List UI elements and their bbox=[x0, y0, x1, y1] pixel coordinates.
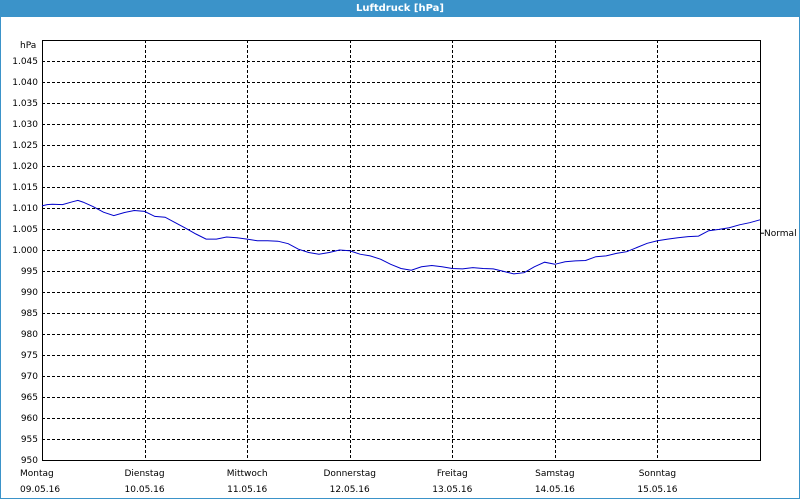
chart-title: Luftdruck [hPa] bbox=[356, 3, 444, 14]
normal-reference-label: Normal bbox=[764, 229, 797, 239]
y-tick-label: 1.025 bbox=[12, 141, 38, 151]
y-tick-label: 995 bbox=[21, 267, 38, 277]
x-tick-date-label: 09.05.16 bbox=[20, 485, 60, 495]
x-tick-day-label: Dienstag bbox=[125, 469, 165, 479]
y-tick-label: 1.035 bbox=[12, 99, 38, 109]
y-tick-label: 960 bbox=[21, 414, 38, 424]
y-tick-label: 980 bbox=[21, 330, 38, 340]
y-tick-label: 1.015 bbox=[12, 183, 38, 193]
y-tick-label: 985 bbox=[21, 309, 38, 319]
x-tick-day-label: Donnerstag bbox=[323, 469, 376, 479]
x-tick-day-label: Freitag bbox=[437, 469, 468, 479]
x-tick-date-label: 11.05.16 bbox=[227, 485, 267, 495]
y-tick-label: 1.045 bbox=[12, 57, 38, 67]
pressure-series-line bbox=[41, 199, 761, 275]
y-tick-label: 1.020 bbox=[12, 162, 38, 172]
x-tick-day-label: Samstag bbox=[535, 469, 574, 479]
x-tick-date-label: 14.05.16 bbox=[535, 485, 575, 495]
x-tick-date-label: 13.05.16 bbox=[432, 485, 472, 495]
y-tick-label: 1.010 bbox=[12, 204, 38, 214]
x-tick-date-label: 10.05.16 bbox=[125, 485, 165, 495]
plot-area-border bbox=[42, 40, 761, 461]
y-tick-label: 975 bbox=[21, 351, 38, 361]
y-tick-label: 1.000 bbox=[12, 246, 38, 256]
x-tick-date-label: 12.05.16 bbox=[330, 485, 370, 495]
chart-title-bar: Luftdruck [hPa] bbox=[0, 0, 800, 17]
y-tick-label: 970 bbox=[21, 372, 38, 382]
y-tick-label: 955 bbox=[21, 435, 38, 445]
x-tick-day-label: Montag bbox=[20, 469, 54, 479]
x-tick-date-label: 15.05.16 bbox=[637, 485, 677, 495]
y-tick-label: 950 bbox=[21, 456, 38, 466]
y-axis-label: hPa bbox=[20, 41, 36, 51]
y-tick-label: 1.040 bbox=[12, 78, 38, 88]
y-tick-label: 1.005 bbox=[12, 225, 38, 235]
x-tick-day-label: Mittwoch bbox=[227, 469, 268, 479]
y-tick-label: 990 bbox=[21, 288, 38, 298]
y-tick-label: 1.030 bbox=[12, 120, 38, 130]
x-tick-day-label: Sonntag bbox=[639, 469, 676, 479]
y-tick-label: 965 bbox=[21, 393, 38, 403]
